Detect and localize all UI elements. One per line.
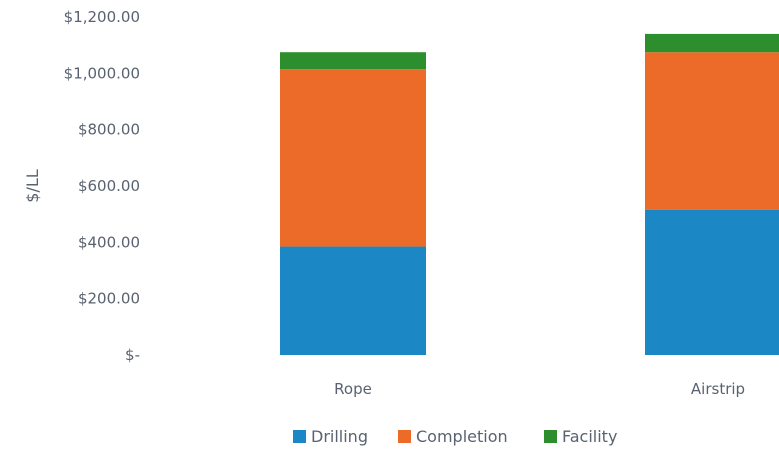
bar-completion-airstrip (645, 52, 779, 210)
bar-facility-rope (280, 52, 426, 70)
bar-drilling-airstrip (645, 209, 779, 355)
legend-swatch-drilling (293, 430, 306, 443)
y-tick-label: $200.00 (78, 290, 140, 308)
legend-label-completion: Completion (416, 427, 508, 446)
bar-facility-airstrip (645, 33, 779, 53)
y-tick-label: $- (125, 346, 140, 364)
y-axis-ticks: $- $200.00 $400.00 $600.00 $800.00 $1,000.00 $… (64, 8, 140, 364)
y-tick-label: $400.00 (78, 233, 140, 251)
x-category-label: Rope (334, 380, 372, 398)
bars (280, 33, 779, 355)
legend-label-facility: Facility (562, 427, 617, 446)
y-tick-label: $1,000.00 (64, 64, 140, 82)
legend: Drilling Completion Facility (293, 427, 617, 446)
legend-swatch-facility (544, 430, 557, 443)
legend-label-drilling: Drilling (311, 427, 368, 446)
y-axis-label: $/LL (23, 169, 42, 202)
x-category-label: Airstrip (691, 380, 745, 398)
y-tick-label: $800.00 (78, 121, 140, 139)
y-tick-label: $600.00 (78, 177, 140, 195)
y-tick-label: $1,200.00 (64, 8, 140, 26)
bar-drilling-rope (280, 246, 426, 355)
bar-completion-rope (280, 69, 426, 247)
legend-swatch-completion (398, 430, 411, 443)
x-axis-categories: Rope Airstrip (334, 380, 745, 398)
